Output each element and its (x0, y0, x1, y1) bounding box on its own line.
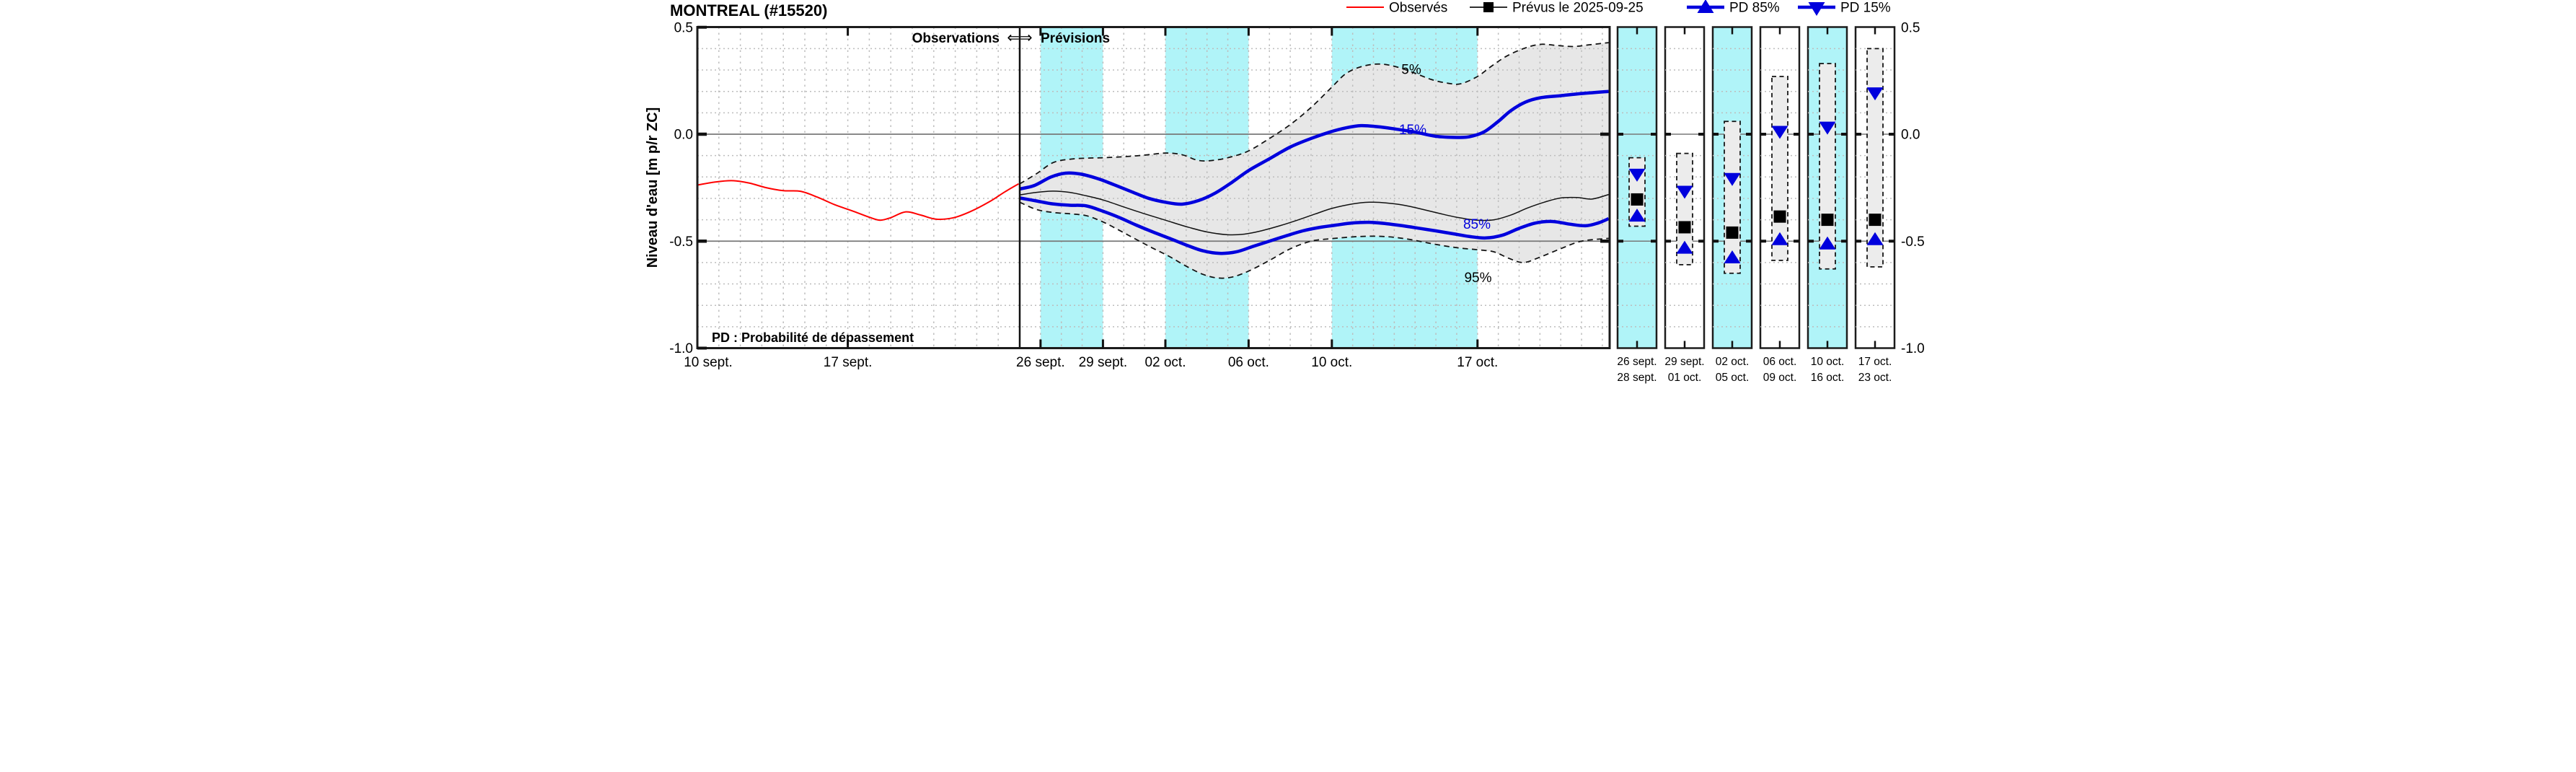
legend-item-pd15: PD 15% (1798, 1, 1891, 16)
p5-curve (1019, 42, 1609, 185)
pd15-triangle-down-icon (1628, 168, 1646, 182)
legend-item-pd85: PD 85% (1687, 0, 1780, 16)
panel-end-date: 05 oct. (1716, 372, 1750, 384)
median-square-icon (1726, 226, 1739, 239)
water-level-forecast-chart: 10 sept. 17 sept. 26 sept. 29 sept. 02 oct. 0… (645, 0, 1925, 384)
pd85-triangle-up-icon (1628, 209, 1646, 222)
axis-ticks (697, 25, 1479, 350)
median-forecast-curve (1019, 190, 1609, 236)
summary-panel: 06 oct. 09 oct. (1759, 26, 1801, 384)
panel-end-date: 16 oct. (1811, 372, 1845, 384)
legend-item-observes: Observés (1346, 1, 1447, 16)
curve-label-85pct: 85% (1463, 217, 1491, 232)
curve-label-5pct: 5% (1401, 63, 1421, 78)
legend-item-prevus: Prévus le 2025-09-25 (1470, 1, 1644, 16)
legend-label: Observés (1389, 1, 1447, 16)
panel-start-date: 26 sept. (1617, 356, 1657, 368)
panel-end-date: 09 oct. (1763, 372, 1797, 384)
pd15-triangle-down-icon (1724, 172, 1741, 186)
pd85-triangle-up-icon (1724, 250, 1741, 263)
triangle-up-icon (1697, 0, 1714, 13)
curve-label-95pct: 95% (1464, 271, 1491, 286)
legend-label: PD 15% (1840, 1, 1891, 16)
panel-start-date: 02 oct. (1716, 356, 1750, 368)
panel-start-date: 29 sept. (1664, 356, 1704, 368)
page-title: MONTREAL (#15520) (670, 1, 827, 19)
summary-panel: 10 oct. 16 oct. (1807, 26, 1848, 384)
pd15-triangle-down-icon (1866, 87, 1884, 101)
observed-curve (697, 180, 1020, 221)
pd15-triangle-down-icon (1676, 185, 1693, 199)
curve-label-15pct: 15% (1399, 123, 1426, 138)
panel-start-date: 06 oct. (1763, 356, 1797, 368)
pd15-triangle-down-icon (1819, 121, 1836, 135)
summary-panel: 29 sept. 01 oct. (1664, 26, 1706, 384)
double-arrow-icon: ⇐⇒ (1007, 30, 1032, 46)
y-tick-label-right: -1.0 (1901, 341, 1925, 356)
figure-container: 10 sept. 17 sept. 26 sept. 29 sept. 02 oct. 0… (644, 0, 1932, 386)
obs-forecast-divider-labels: Observations ⇐⇒ Prévisions (912, 30, 1111, 46)
y-tick-label-left: -0.5 (669, 234, 693, 250)
median-square-icon (1821, 214, 1834, 227)
x-tick-label: 17 oct. (1457, 355, 1498, 370)
pd15-triangle-down-icon (1771, 126, 1788, 139)
median-square-icon (1869, 214, 1882, 227)
gridlines (697, 27, 1610, 348)
x-tick-label: 26 sept. (1016, 355, 1065, 370)
y-tick-label-left: 0.0 (674, 128, 693, 143)
pd-note: PD : Probabilité de dépassement (712, 330, 914, 345)
pd85-triangle-up-icon (1866, 232, 1884, 245)
y-tick-label-right: 0.5 (1901, 20, 1920, 35)
previsions-label: Prévisions (1041, 31, 1110, 46)
summary-panels: 26 sept. 28 sept. 29 sept. 01 oct. 02 oct. 05… (1616, 26, 1896, 384)
y-tick-label-right: 0.0 (1901, 128, 1920, 143)
y-tick-label-left: -1.0 (669, 341, 693, 356)
plot-frame (696, 26, 1611, 349)
pd85-triangle-up-icon (1676, 240, 1693, 254)
x-tick-label: 02 oct. (1144, 355, 1186, 370)
panel-start-date: 10 oct. (1811, 356, 1845, 368)
median-square-icon (1773, 210, 1786, 223)
pd85-curve (1019, 196, 1610, 255)
y-tick-label-left: 0.5 (674, 20, 693, 35)
median-square-icon (1631, 193, 1644, 206)
summary-panel: 02 oct. 05 oct. (1711, 26, 1753, 384)
legend-label: PD 85% (1729, 1, 1780, 16)
y-axis-title: Niveau d'eau [m p/r ZC] (645, 108, 661, 268)
median-square-icon (1678, 221, 1691, 234)
summary-panel: 26 sept. 28 sept. (1616, 26, 1658, 384)
summary-panel: 17 oct. 23 oct. (1854, 26, 1896, 384)
x-tick-label: 10 sept. (684, 355, 733, 370)
observations-label: Observations (912, 31, 1000, 46)
axis-tick-labels: 10 sept. 17 sept. 26 sept. 29 sept. 02 oct. 0… (669, 20, 1925, 370)
panel-end-date: 28 sept. (1617, 372, 1657, 384)
pd15-curve (1019, 89, 1609, 206)
panel-end-date: 23 oct. (1858, 372, 1892, 384)
x-tick-label: 29 sept. (1079, 355, 1128, 370)
panel-range-box (1866, 48, 1884, 268)
panel-end-date: 01 oct. (1668, 372, 1702, 384)
forecast-curves (697, 42, 1610, 279)
main-plot-border (696, 26, 1611, 349)
x-tick-label: 17 sept. (824, 355, 873, 370)
legend-label: Prévus le 2025-09-25 (1512, 1, 1644, 16)
triangle-down-icon (1808, 2, 1825, 16)
panel-range-box (1676, 152, 1693, 266)
pd85-triangle-up-icon (1819, 236, 1836, 250)
x-tick-label: 06 oct. (1228, 355, 1269, 370)
legend: Observés Prévus le 2025-09-25 PD 85% PD … (1346, 0, 1891, 16)
envelope-area (1020, 43, 1609, 278)
panel-start-date: 17 oct. (1858, 356, 1892, 368)
x-tick-label: 10 oct. (1311, 355, 1352, 370)
pd85-triangle-up-icon (1771, 232, 1788, 245)
y-tick-label-right: -0.5 (1901, 234, 1925, 250)
square-marker-icon (1483, 2, 1494, 12)
curve-labels: 5% 15% 85% 95% (1399, 63, 1492, 286)
uncertainty-envelope (1020, 43, 1609, 278)
